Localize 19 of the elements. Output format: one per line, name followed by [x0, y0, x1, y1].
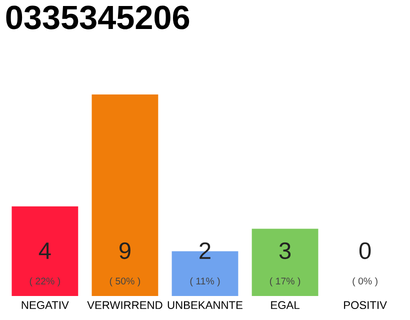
- x-tick-label: UNBEKANNTE: [168, 301, 242, 310]
- x-tick-label: VERWIRREND: [87, 301, 162, 309]
- data-label: 9: [120, 242, 130, 260]
- annotation: ( 11% ): [190, 277, 220, 286]
- x-tick-label: NEGATIV: [22, 301, 69, 310]
- x-tick-label: POSITIV: [344, 301, 387, 310]
- data-label: 3: [279, 242, 291, 260]
- annotation: ( 50% ): [110, 277, 140, 286]
- bar: [12, 206, 78, 296]
- chart-title: 0335345206: [6, 6, 190, 30]
- annotation: ( 17% ): [270, 277, 300, 286]
- data-label: 0: [359, 242, 371, 260]
- data-label: 4: [38, 242, 51, 259]
- data-label: 2: [200, 242, 210, 259]
- bar: [92, 94, 158, 296]
- annotation: ( 0% ): [352, 277, 378, 286]
- bar: [252, 228, 318, 296]
- x-tick-label: EGAL: [271, 301, 300, 310]
- annotation: ( 22% ): [30, 277, 60, 286]
